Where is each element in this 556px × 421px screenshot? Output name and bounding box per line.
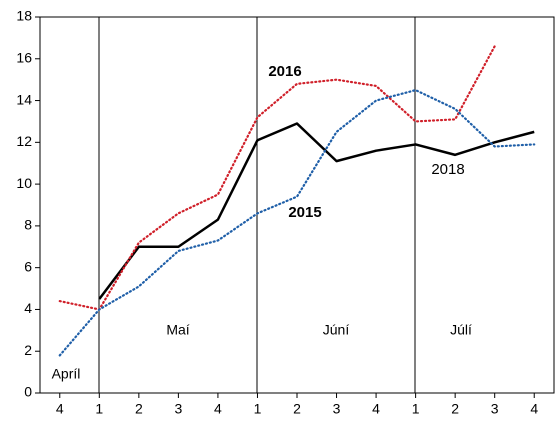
- y-tick-label: 18: [16, 8, 32, 24]
- y-tick-label: 14: [16, 91, 32, 107]
- x-tick-label: 2: [451, 401, 459, 417]
- series-line: [58, 89, 536, 357]
- month-label: Júlí: [450, 322, 472, 338]
- x-tick-label: 1: [95, 401, 103, 417]
- series-line: [58, 45, 496, 311]
- y-tick-label: 12: [16, 133, 32, 149]
- y-tick-label: 2: [24, 342, 32, 358]
- x-tick-label: 4: [530, 401, 538, 417]
- x-tick-label: 1: [254, 401, 262, 417]
- y-tick-label: 8: [24, 217, 32, 233]
- x-tick-label: 1: [412, 401, 420, 417]
- series-label: 2016: [268, 63, 301, 80]
- y-tick-label: 6: [24, 258, 32, 274]
- x-tick-label: 4: [214, 401, 222, 417]
- x-tick-label: 3: [491, 401, 499, 417]
- y-tick-label: 10: [16, 175, 32, 191]
- month-label: Apríl: [52, 366, 81, 382]
- month-label: Maí: [166, 322, 189, 338]
- x-tick-label: 4: [56, 401, 64, 417]
- y-tick-label: 0: [24, 384, 32, 400]
- x-tick-label: 2: [293, 401, 301, 417]
- series-label: 2015: [288, 204, 321, 221]
- y-tick-label: 4: [24, 300, 32, 316]
- x-tick-label: 4: [372, 401, 380, 417]
- x-tick-label: 2: [135, 401, 143, 417]
- x-tick-label: 3: [333, 401, 341, 417]
- series-line: [98, 122, 535, 300]
- month-label: Júní: [323, 322, 350, 338]
- series-label: 2018: [431, 161, 464, 178]
- y-tick-label: 16: [16, 49, 32, 65]
- x-tick-label: 3: [174, 401, 182, 417]
